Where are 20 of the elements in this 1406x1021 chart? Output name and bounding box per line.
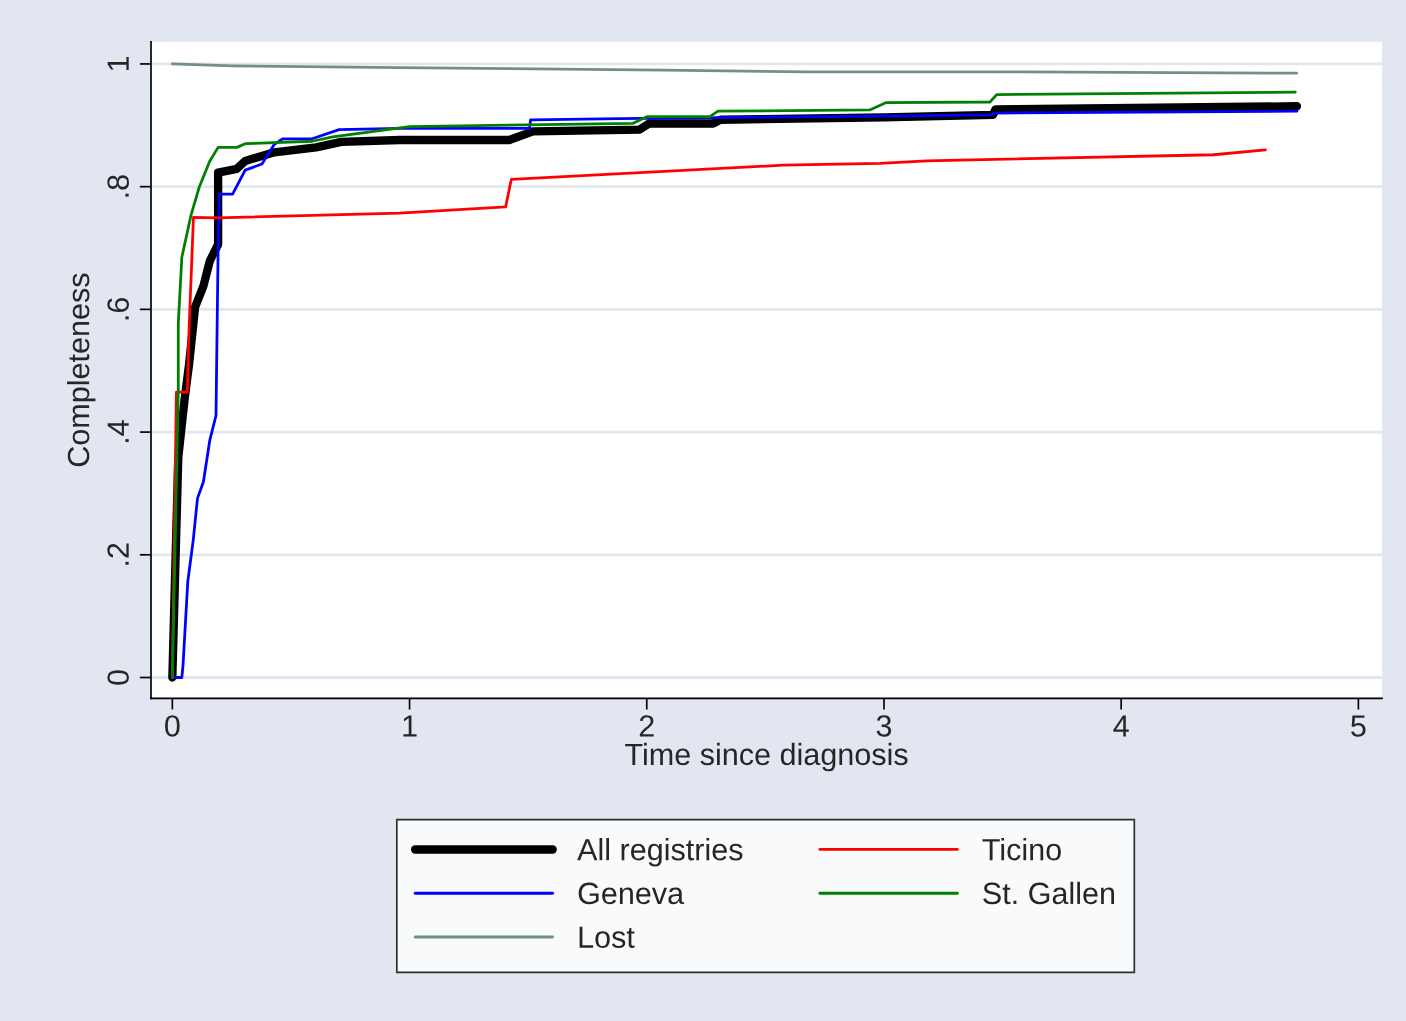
x-tick-label: 3 — [876, 715, 892, 737]
y-tick-label: .4 — [107, 420, 129, 443]
y-tick-label: 0 — [107, 670, 129, 685]
x-tick-label: 2 — [639, 715, 654, 737]
y-tick-label: 1 — [107, 56, 129, 71]
y-tick-label: .8 — [107, 175, 129, 197]
line-series — [170, 62, 1299, 75]
x-tick-label: 4 — [1113, 715, 1129, 737]
y-tick-label: .2 — [107, 543, 129, 565]
legend-label: Geneva — [578, 882, 685, 905]
legend-label: Ticino — [982, 838, 1061, 861]
legend-label: All registries — [577, 838, 743, 867]
x-tick-label: 1 — [403, 715, 417, 737]
x-tick-label: 5 — [1351, 715, 1366, 737]
legend-label: St. Gallen — [983, 881, 1115, 905]
y-tick-label: .6 — [107, 297, 129, 320]
legend-label: Lost — [579, 926, 635, 948]
y-axis-title: Completeness — [66, 273, 96, 467]
x-axis-title: Time since diagnosis — [625, 742, 908, 772]
x-tick-label: 0 — [165, 715, 180, 737]
